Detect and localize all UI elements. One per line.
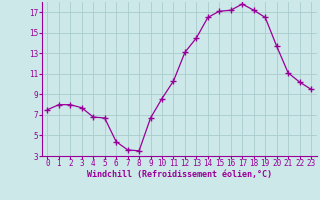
X-axis label: Windchill (Refroidissement éolien,°C): Windchill (Refroidissement éolien,°C) — [87, 170, 272, 179]
